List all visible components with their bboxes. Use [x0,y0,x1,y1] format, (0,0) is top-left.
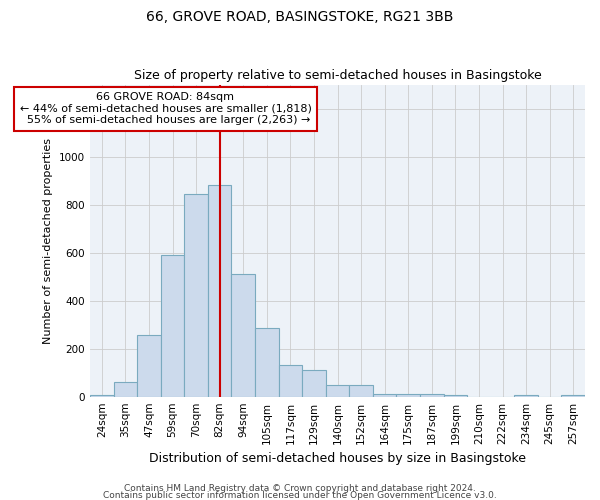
Bar [113,382,137,396]
Bar [184,194,208,396]
Bar [373,394,397,396]
Bar [397,394,420,396]
Title: Size of property relative to semi-detached houses in Basingstoke: Size of property relative to semi-detach… [134,69,541,82]
X-axis label: Distribution of semi-detached houses by size in Basingstoke: Distribution of semi-detached houses by … [149,452,526,465]
Bar [349,384,373,396]
Bar [232,274,255,396]
Bar [161,255,184,396]
Bar [137,336,161,396]
Bar [420,394,443,396]
Bar [302,370,326,396]
Bar [208,186,232,396]
Bar [326,384,349,396]
Bar [255,328,278,396]
Text: Contains HM Land Registry data © Crown copyright and database right 2024.: Contains HM Land Registry data © Crown c… [124,484,476,493]
Text: 66 GROVE ROAD: 84sqm
← 44% of semi-detached houses are smaller (1,818)
  55% of : 66 GROVE ROAD: 84sqm ← 44% of semi-detac… [20,92,311,126]
Y-axis label: Number of semi-detached properties: Number of semi-detached properties [43,138,53,344]
Text: Contains public sector information licensed under the Open Government Licence v3: Contains public sector information licen… [103,490,497,500]
Text: 66, GROVE ROAD, BASINGSTOKE, RG21 3BB: 66, GROVE ROAD, BASINGSTOKE, RG21 3BB [146,10,454,24]
Bar [278,366,302,396]
